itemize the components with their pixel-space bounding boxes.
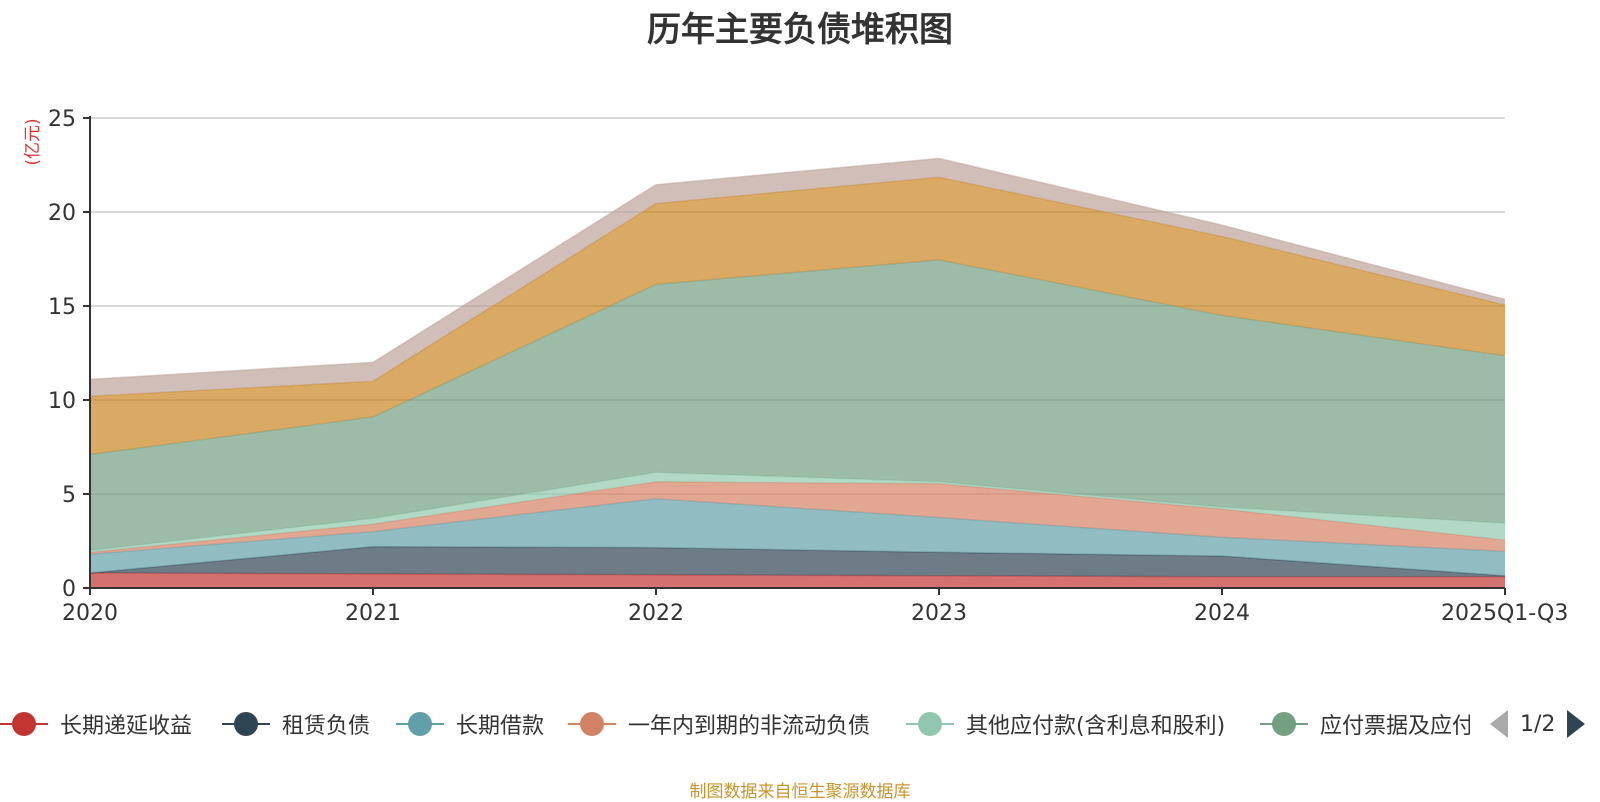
legend-marker-icon: [568, 711, 616, 737]
legend-item[interactable]: 应付票据及应付账款: [1260, 704, 1470, 744]
x-tick-label: 2025Q1-Q3: [1441, 601, 1568, 626]
y-tick-label: 15: [48, 295, 76, 320]
legend-item[interactable]: 一年内到期的非流动负债: [568, 704, 870, 744]
legend-marker-icon: [222, 711, 270, 737]
x-tick-label: 2024: [1194, 601, 1250, 626]
x-tick-label: 2021: [345, 601, 401, 626]
legend-item[interactable]: 其他应付款(含利息和股利): [906, 704, 1225, 744]
legend-prev-page-button[interactable]: [1490, 710, 1508, 738]
chart-title: 历年主要负债堆积图: [647, 10, 953, 50]
area-series-1[interactable]: [90, 546, 1505, 577]
legend-item[interactable]: 长期借款: [396, 704, 544, 744]
x-tick-label: 2023: [911, 601, 967, 626]
y-tick-label: 0: [62, 577, 76, 602]
source-note: 制图数据来自恒生聚源数据库: [689, 782, 911, 802]
legend-page-indicator: 1/2: [1520, 711, 1556, 737]
legend-item-label: 一年内到期的非流动负债: [628, 714, 871, 739]
legend-marker-icon: [0, 711, 48, 737]
legend: 长期递延收益 租赁负债 长期借款 一年内到期的非流动负债 其他应付款(含利息和股利) 应付…: [0, 704, 1600, 744]
legend-item-label: 其他应付款(含利息和股利): [966, 714, 1226, 739]
x-tick-label: 2022: [628, 601, 684, 626]
legend-marker-icon: [396, 711, 444, 737]
legend-item-label: 租赁负债: [282, 714, 371, 739]
area-series-6[interactable]: [90, 177, 1505, 455]
y-tick-label: 5: [62, 483, 76, 508]
area-series-3[interactable]: [90, 481, 1505, 555]
y-tick-label: 10: [48, 389, 76, 414]
area-series-5[interactable]: [90, 259, 1505, 551]
y-tick-label: 20: [48, 201, 76, 226]
area-series-7[interactable]: [90, 158, 1505, 397]
legend-item-label: 应付票据及应付账款: [1320, 714, 1470, 739]
legend-item[interactable]: 租赁负债: [222, 704, 370, 744]
legend-marker-icon: [906, 711, 954, 737]
legend-marker-icon: [1260, 711, 1308, 737]
legend-items: 长期递延收益 租赁负债 长期借款 一年内到期的非流动负债 其他应付款(含利息和股利) 应付…: [0, 704, 1470, 744]
legend-next-page-button[interactable]: [1567, 710, 1586, 738]
legend-item-label: 长期借款: [456, 714, 545, 739]
area-series-2[interactable]: [90, 498, 1505, 576]
x-tick-label: 2020: [62, 601, 118, 626]
legend-item[interactable]: 长期递延收益: [0, 704, 192, 744]
legend-item-label: 长期递延收益: [60, 714, 193, 739]
legend-pager: 1/2: [1490, 704, 1586, 744]
y-tick-label: 25: [48, 107, 76, 132]
area-series-line-7: [89, 157, 1506, 381]
y-axis-unit-label: (亿元): [23, 118, 43, 165]
